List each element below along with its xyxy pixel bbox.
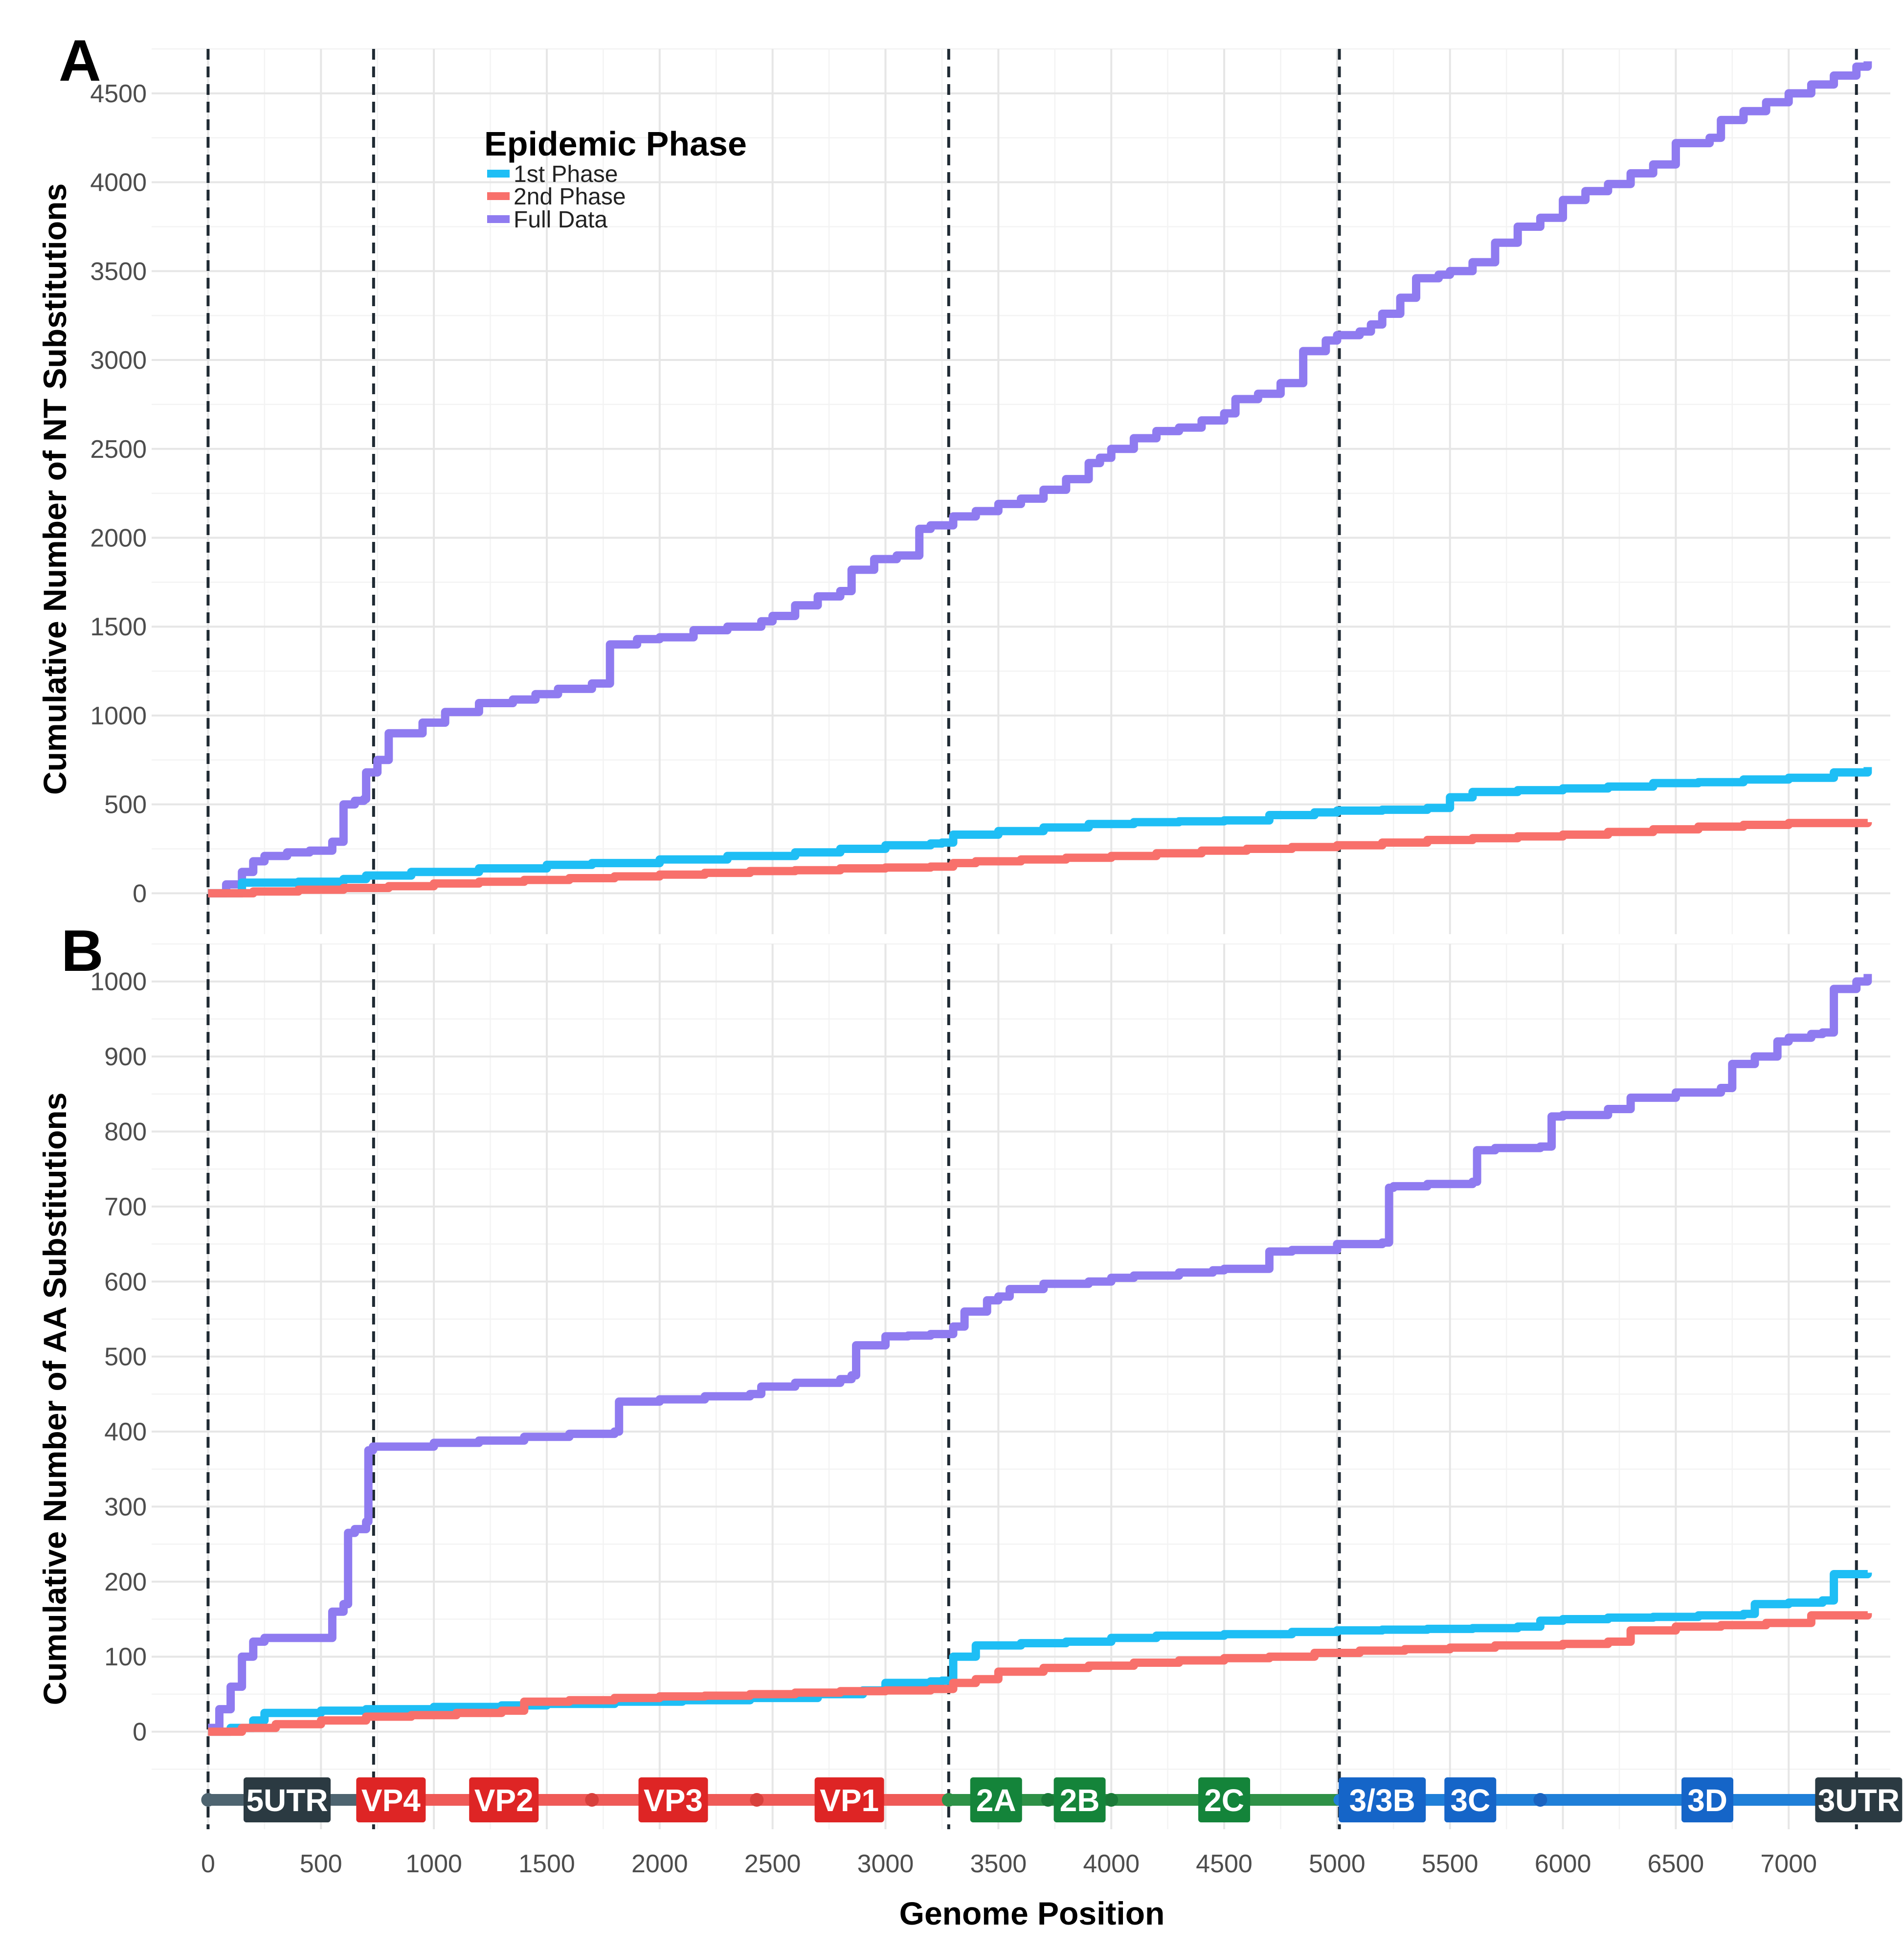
legend-swatch-1st-phase [487, 170, 510, 178]
x-tick-label: 2000 [631, 1850, 688, 1878]
x-tick-label: 2500 [744, 1850, 801, 1878]
region-label-box-2a [970, 1777, 1022, 1822]
region-label-3utr: 3UTR [1818, 1783, 1900, 1818]
x-tick-label: 4500 [1196, 1850, 1253, 1878]
boundary-lines-a [206, 49, 1858, 934]
region-label-5utr: 5UTR [246, 1783, 328, 1818]
y-tick-label-a: 2500 [90, 435, 147, 464]
panel-b-tag: B [61, 918, 104, 984]
y-tick-label-b: 200 [104, 1568, 147, 1596]
y-tick-label-b: 900 [104, 1043, 147, 1071]
y-ticks-a: 0 500 1000 1500 2000 2500 3000 3500 4000 4500 [90, 80, 147, 908]
region-label-box-vp2 [469, 1777, 539, 1822]
legend-label-full-data: Full Data [514, 207, 607, 233]
legend-label-2nd-phase: 2nd Phase [514, 184, 626, 210]
genome-bar-dot [1041, 1793, 1055, 1807]
region-label-box-vp3 [638, 1777, 708, 1822]
y-tick-label-b: 400 [104, 1418, 147, 1446]
legend-title: Epidemic Phase [484, 125, 747, 163]
y-axis-title-a: Cumulative Number of NT Substitutions [37, 183, 73, 795]
genome-bar-dot [1533, 1793, 1547, 1807]
region-label-box-3c [1444, 1777, 1497, 1822]
x-axis-title: Genome Position [899, 1895, 1165, 1931]
genome-bar-dot [750, 1793, 764, 1807]
grid-a [152, 48, 1890, 934]
x-tick-label: 5500 [1422, 1850, 1478, 1878]
legend: Epidemic Phase 1st Phase 2nd Phase Full … [484, 125, 747, 233]
region-label-3d: 3D [1687, 1783, 1727, 1818]
genome-annotation-bar: 5UTR VP4 VP2 VP3 VP1 2A 2B 2C 3/3B 3C 3D 3UTR [201, 1777, 1903, 1822]
genome-bar-dot [201, 1793, 215, 1807]
series-line-2nd-phase-b [208, 1611, 1872, 1736]
y-tick-label-b: 1000 [90, 968, 147, 996]
y-tick-label-b: 0 [133, 1718, 147, 1747]
x-tick-label: 500 [300, 1850, 342, 1878]
series-a [208, 61, 1872, 897]
genome-bar-dot [941, 1793, 956, 1807]
panel-a-nt-substitutions: 0 500 1000 1500 2000 2500 3000 3500 4000 4500 A C… [37, 28, 1890, 934]
x-tick-label: 7000 [1760, 1850, 1817, 1878]
region-label-box-5utr [244, 1777, 331, 1822]
y-axis-title-b: Cumulative Number of AA Substitutions [37, 1093, 73, 1705]
region-label-box-3d [1681, 1777, 1734, 1822]
genome-bar-dot [1104, 1793, 1119, 1807]
y-tick-label-b: 100 [104, 1643, 147, 1671]
series-line-1st-phase-a [208, 767, 1872, 897]
y-tick-label-a: 500 [104, 791, 147, 819]
legend-swatch-full-data [487, 215, 510, 223]
region-label-3-3b: 3/3B [1349, 1783, 1415, 1818]
y-tick-label-a: 3000 [90, 346, 147, 375]
x-tick-label: 1000 [405, 1850, 462, 1878]
region-label-box-3-3b [1339, 1777, 1426, 1822]
series-line-2nd-phase-a [208, 819, 1872, 897]
x-tick-label: 5000 [1309, 1850, 1366, 1878]
y-tick-label-b: 500 [104, 1343, 147, 1371]
region-label-vp4: VP4 [361, 1783, 421, 1818]
region-label-box-vp4 [356, 1777, 426, 1822]
y-tick-label-a: 3500 [90, 257, 147, 286]
y-tick-label-a: 2000 [90, 524, 147, 552]
y-ticks-b: 0 100 200 300 400 500 600 700 800 900 1000 [90, 968, 147, 1747]
region-label-box-vp1 [814, 1777, 884, 1822]
x-tick-label: 4000 [1083, 1850, 1140, 1878]
region-label-2c: 2C [1204, 1783, 1244, 1818]
x-tick-label: 3000 [857, 1850, 914, 1878]
series-line-full-data-a [208, 61, 1872, 897]
series-line-1st-phase-b [208, 1570, 1872, 1736]
region-label-vp1: VP1 [820, 1783, 879, 1818]
y-tick-label-b: 300 [104, 1493, 147, 1521]
y-tick-label-b: 600 [104, 1268, 147, 1296]
x-tick-label: 0 [201, 1850, 215, 1878]
panel-a-tag: A [59, 28, 101, 93]
region-label-box-2c [1198, 1777, 1251, 1822]
y-tick-label-a: 1500 [90, 613, 147, 641]
region-label-2a: 2A [976, 1783, 1016, 1818]
genome-bar-dot [585, 1793, 599, 1807]
series-b [208, 974, 1872, 1736]
y-tick-label-a: 4000 [90, 169, 147, 197]
panel-b-aa-substitutions: 0 100 200 300 400 500 600 700 800 900 1000 B Cumul… [37, 918, 1890, 1829]
boundary-lines-b [206, 944, 1858, 1829]
y-tick-label-b: 800 [104, 1118, 147, 1146]
region-label-3c: 3C [1450, 1783, 1490, 1818]
series-line-full-data-b [208, 974, 1872, 1732]
region-label-vp2: VP2 [474, 1783, 534, 1818]
y-tick-label-a: 4500 [90, 80, 147, 108]
legend-swatch-2nd-phase [487, 192, 510, 200]
y-tick-label-b: 700 [104, 1193, 147, 1221]
region-label-box-2b [1053, 1777, 1106, 1822]
region-label-vp3: VP3 [644, 1783, 703, 1818]
x-tick-label: 6000 [1535, 1850, 1591, 1878]
x-tick-label: 6500 [1648, 1850, 1704, 1878]
y-tick-label-a: 1000 [90, 702, 147, 730]
y-tick-label-a: 0 [133, 879, 147, 908]
x-ticks: 0 500 1000 1500 2000 2500 3000 3500 4000 4500 5000… [201, 1850, 1817, 1878]
region-label-box-3utr [1815, 1777, 1903, 1822]
x-tick-label: 1500 [518, 1850, 575, 1878]
legend-label-1st-phase: 1st Phase [514, 161, 618, 187]
region-label-2b: 2B [1060, 1783, 1100, 1818]
x-tick-label: 3500 [970, 1850, 1027, 1878]
